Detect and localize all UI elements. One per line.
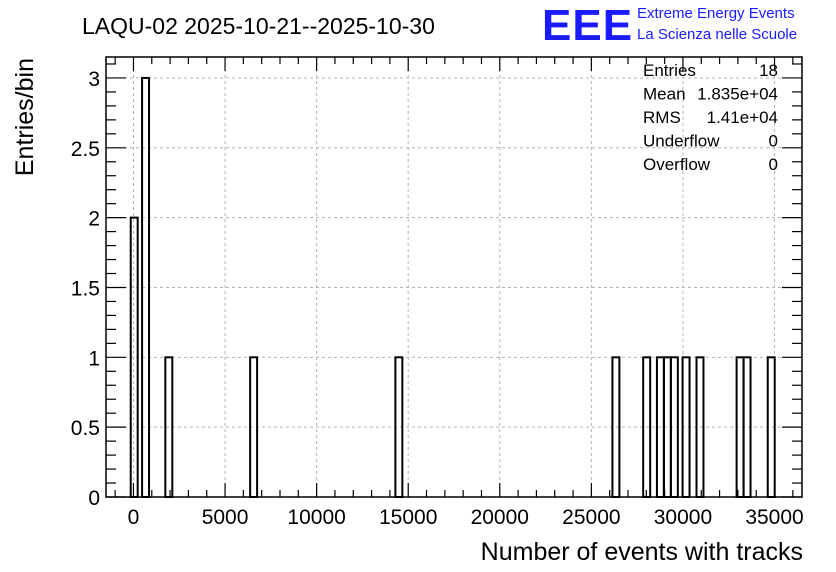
x-tick-label-0: 0 (128, 506, 140, 529)
stats-box: Entries 18 Mean 1.835e+04 RMS 1.41e+04 Underfl… (643, 61, 778, 174)
x-tick-label-1: 5000 (202, 506, 249, 529)
stats-value-underflow: 0 (769, 132, 778, 151)
x-axis-title: Number of events with tracks (481, 538, 803, 566)
stats-label-overflow: Overflow (643, 155, 711, 174)
logo-line-1: Extreme Energy Events (637, 5, 795, 22)
logo-mark: EEE (542, 1, 633, 50)
y-axis-title: Entries/bin (11, 58, 39, 176)
x-tick-label-6: 30000 (654, 506, 712, 529)
x-tick-label-2: 10000 (287, 506, 345, 529)
y-tick-label-6: 3 (88, 68, 100, 91)
x-tick-label-3: 15000 (379, 506, 437, 529)
x-tick-label-4: 20000 (471, 506, 529, 529)
grid-lines (106, 57, 802, 497)
chart-title: LAQU-02 2025-10-21--2025-10-30 (82, 13, 435, 39)
logo-line-2: La Scienza nelle Scuole (637, 26, 797, 43)
axis-ticks: 0 5000 10000 15000 20000 25000 30000 35000 0 0.5 1… (71, 57, 804, 529)
stats-value-rms: 1.41e+04 (707, 108, 778, 127)
stats-label-underflow: Underflow (643, 132, 720, 151)
stats-label-mean: Mean (643, 85, 686, 104)
x-tick-label-7: 35000 (745, 506, 803, 529)
eee-logo: EEE Extreme Energy Events La Scienza nel… (542, 1, 797, 50)
stats-value-entries: 18 (759, 61, 778, 80)
y-tick-label-1: 0.5 (71, 417, 100, 440)
y-tick-label-5: 2.5 (71, 138, 100, 161)
y-tick-label-2: 1 (88, 347, 100, 370)
stats-value-mean: 1.835e+04 (697, 85, 778, 104)
y-tick-label-3: 1.5 (71, 277, 100, 300)
stats-value-overflow: 0 (769, 155, 778, 174)
stats-label-rms: RMS (643, 108, 681, 127)
y-tick-label-4: 2 (88, 208, 100, 231)
stats-label-entries: Entries (643, 61, 696, 80)
plot-frame (105, 56, 803, 498)
y-tick-label-0: 0 (88, 487, 100, 510)
x-tick-label-5: 25000 (562, 506, 620, 529)
